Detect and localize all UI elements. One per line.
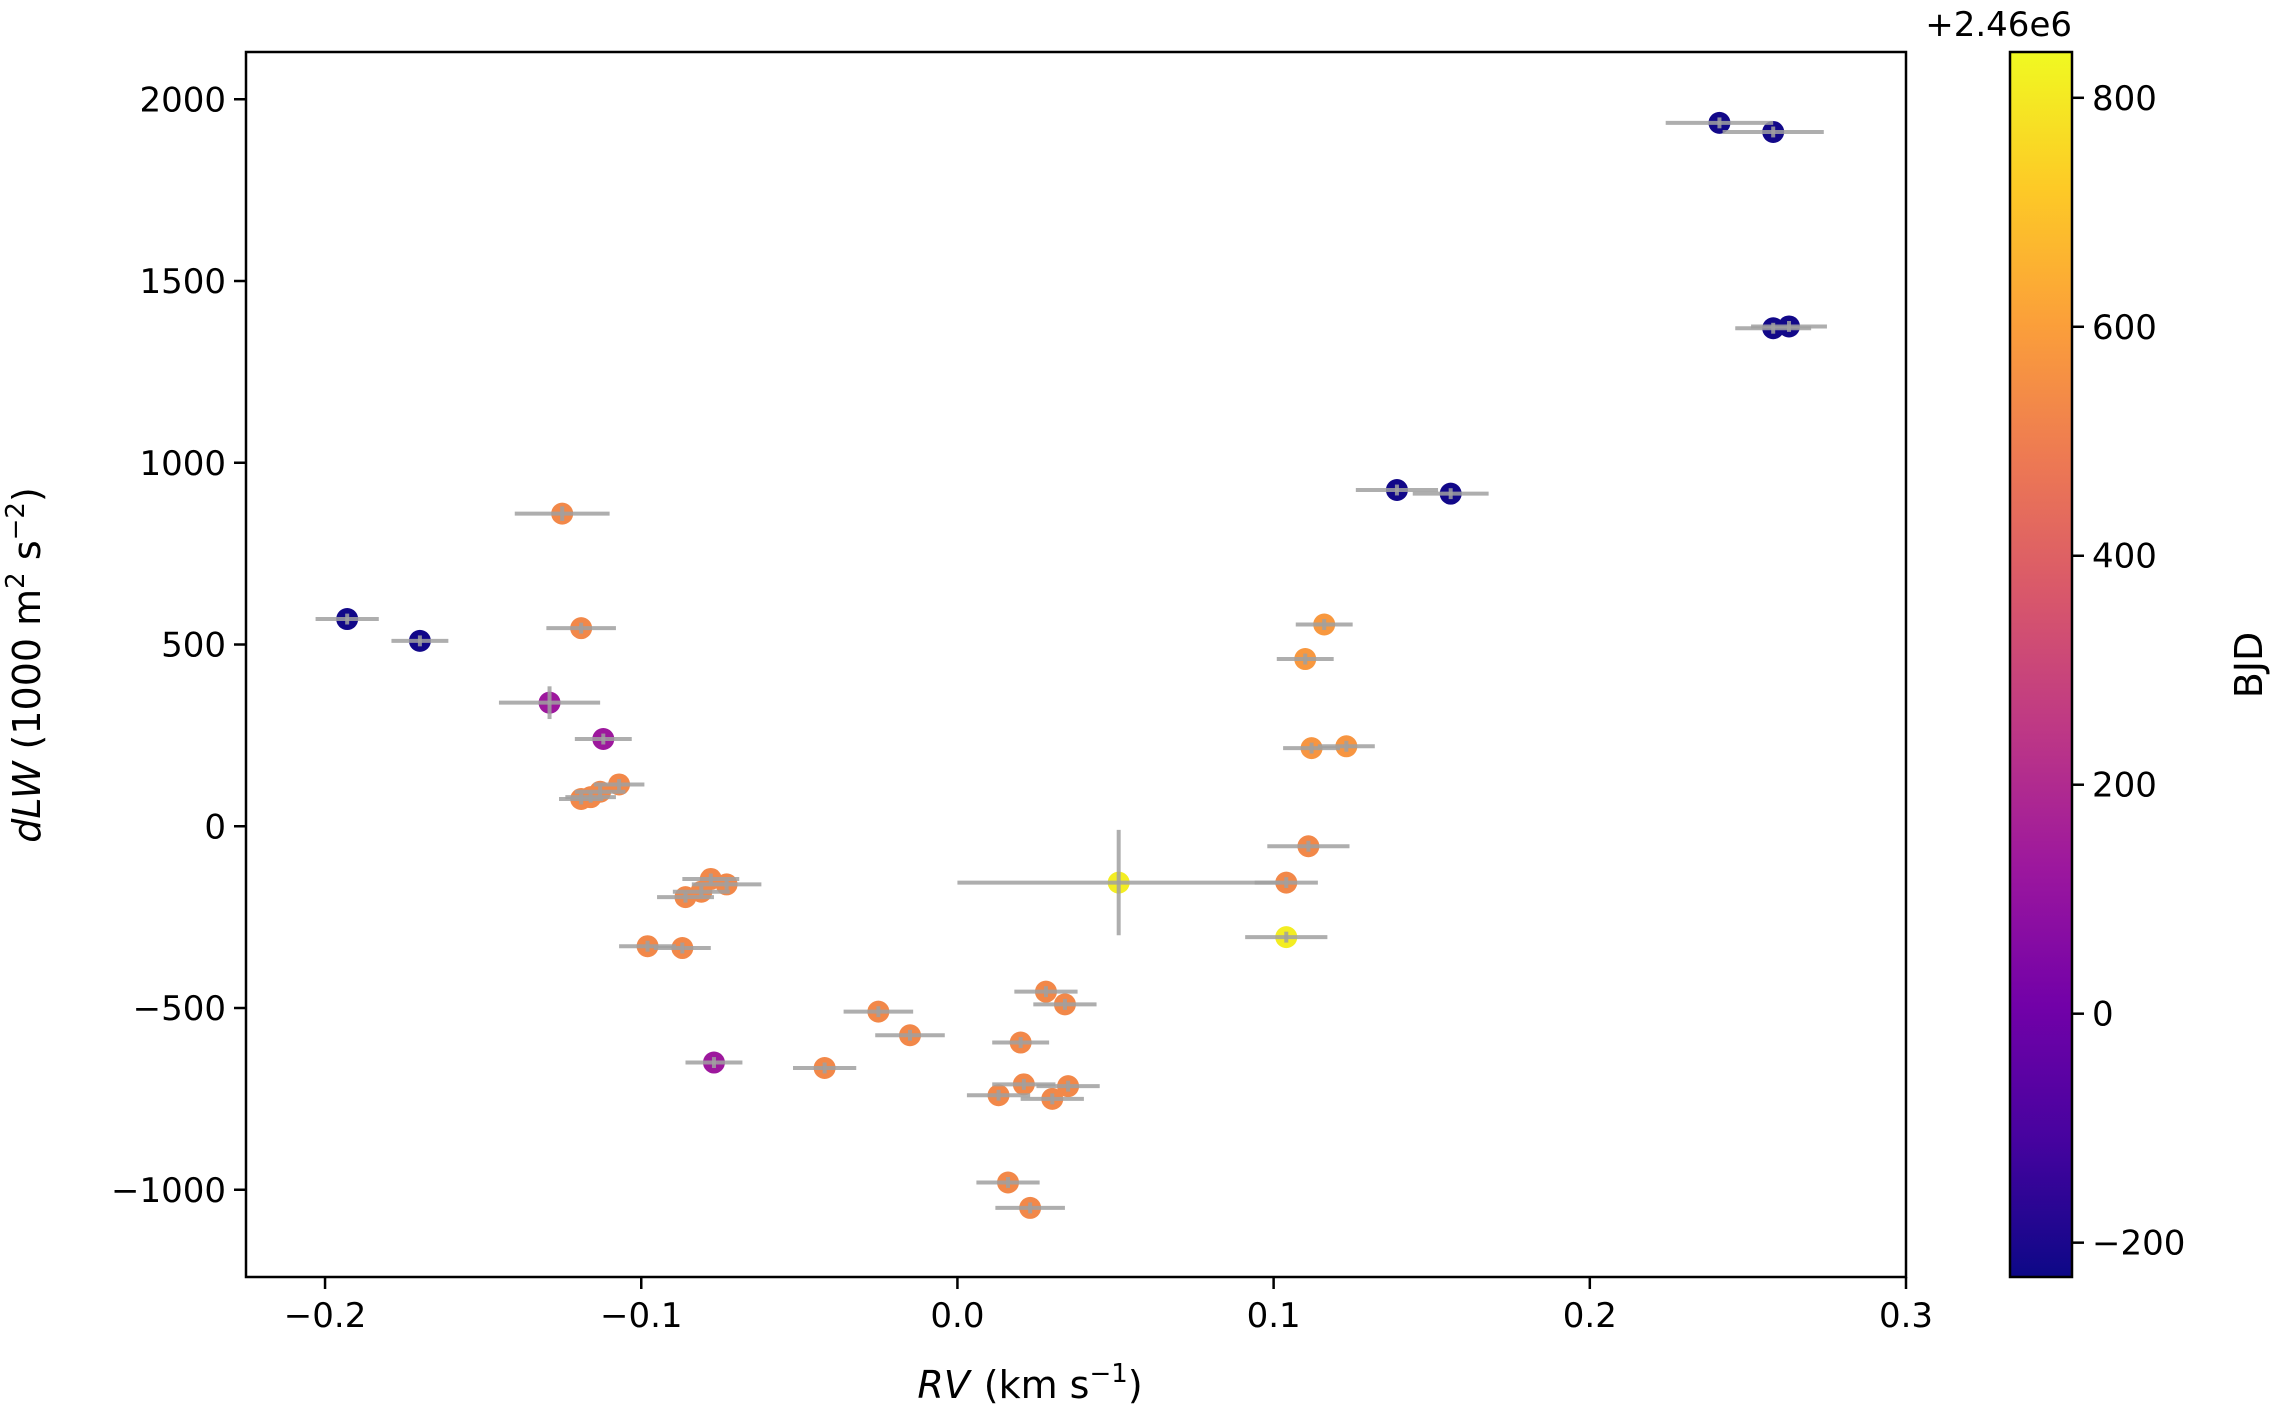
colorbar-offset-text: +2.46e6 xyxy=(1925,5,2072,45)
y-tick-label: −500 xyxy=(133,989,226,1029)
errorbars-layer xyxy=(315,117,1827,1214)
y-tick-label: 2000 xyxy=(139,80,226,120)
colorbar-ticks: −200 0 200 400 600 800 xyxy=(2072,79,2185,1264)
y-tick-label: 500 xyxy=(161,626,226,666)
x-label-variable: RV xyxy=(917,1363,972,1407)
y-tick-label: −1000 xyxy=(111,1171,226,1211)
x-tick-label: −0.1 xyxy=(600,1296,683,1336)
x-axis-ticks: −0.2 −0.1 0.0 0.1 0.2 0.3 xyxy=(284,1277,1933,1336)
plot-frame xyxy=(244,50,1908,1279)
colorbar xyxy=(2008,50,2074,1279)
y-label-variable: dLW xyxy=(5,760,49,843)
colorbar-tick-label: 800 xyxy=(2092,79,2157,119)
x-axis-label: RV (km s−1) xyxy=(917,1359,1142,1407)
y-label-exponent-1: 2 xyxy=(1,572,31,589)
y-tick-label: 1500 xyxy=(139,262,226,302)
colorbar-tick-label: 0 xyxy=(2092,995,2114,1035)
colorbar-label: BJD xyxy=(2227,632,2271,699)
colorbar-tick-label: −200 xyxy=(2092,1224,2185,1264)
x-label-exponent: −1 xyxy=(1089,1359,1127,1389)
y-label-exponent-2: −2 xyxy=(1,502,31,540)
x-tick-label: 0.0 xyxy=(930,1296,984,1336)
colorbar-tick-label: 200 xyxy=(2092,766,2157,806)
y-label-unit-start: (1000 m xyxy=(5,589,49,750)
y-label-unit-end: ) xyxy=(5,487,49,502)
y-tick-label: 1000 xyxy=(139,444,226,484)
x-label-paren-close: ) xyxy=(1128,1363,1143,1407)
x-tick-label: 0.2 xyxy=(1563,1296,1617,1336)
y-label-unit-middle: s xyxy=(5,540,49,572)
colorbar-tick-label: 400 xyxy=(2092,537,2157,577)
x-label-unit: km s xyxy=(999,1363,1090,1407)
y-axis-label: dLW (1000 m2 s−2) xyxy=(1,487,49,843)
x-tick-label: 0.1 xyxy=(1247,1296,1301,1336)
x-tick-label: −0.2 xyxy=(284,1296,367,1336)
x-tick-label: 0.3 xyxy=(1879,1296,1933,1336)
colorbar-tick-label: 600 xyxy=(2092,308,2157,348)
y-tick-label: 0 xyxy=(204,807,226,847)
points-layer xyxy=(336,111,1801,1219)
x-label-paren-open: ( xyxy=(984,1363,999,1407)
y-axis-ticks: −1000 −500 0 500 1000 1500 2000 xyxy=(111,80,246,1211)
